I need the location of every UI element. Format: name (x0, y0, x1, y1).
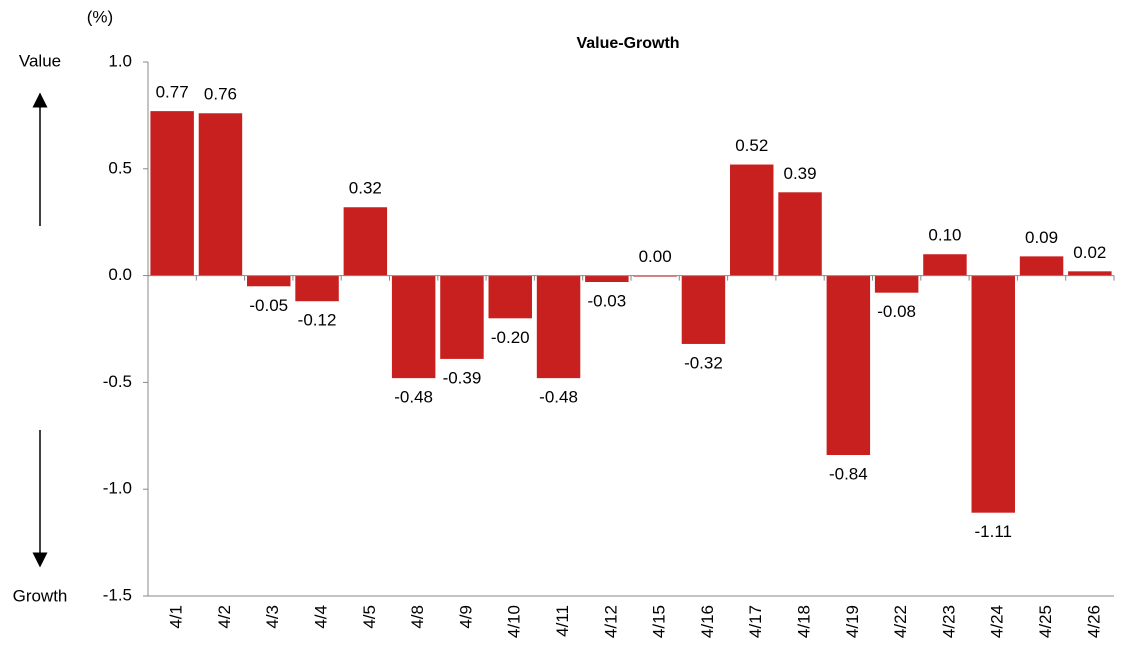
bar (826, 275, 871, 456)
value-annotation: Value (19, 51, 61, 70)
value-label: -0.03 (587, 291, 626, 310)
x-tick-label: 4/26 (1084, 605, 1103, 638)
bar (343, 207, 388, 276)
value-label: -0.48 (539, 388, 578, 407)
value-label: -0.32 (684, 353, 723, 372)
bar (585, 275, 629, 283)
x-tick-label: 4/4 (312, 605, 331, 629)
x-tick-label: 4/10 (505, 605, 524, 638)
x-tick-label: 4/17 (746, 605, 765, 638)
x-tick-label: 4/12 (601, 605, 620, 638)
value-label: -1.11 (975, 522, 1013, 541)
x-tick-label: 4/8 (408, 605, 427, 629)
bar (440, 275, 484, 359)
value-label: 0.76 (204, 85, 237, 104)
y-tick-label: -1.5 (103, 585, 132, 604)
value-label: -0.39 (443, 368, 482, 387)
value-label: -0.48 (394, 388, 433, 407)
value-label: 0.39 (784, 164, 817, 183)
value-label: 0.00 (639, 247, 672, 266)
bar (536, 275, 581, 379)
value-label: 0.32 (349, 179, 382, 198)
value-label: 0.52 (735, 136, 768, 155)
bar (198, 113, 243, 276)
y-unit: (%) (87, 7, 113, 26)
bar (295, 275, 339, 302)
value-label: -0.05 (249, 296, 288, 315)
value-label: -0.20 (491, 328, 530, 347)
x-tick-label: 4/5 (360, 605, 379, 629)
x-tick-label: 4/16 (698, 605, 717, 638)
x-tick-label: 4/18 (795, 605, 814, 638)
value-label: 0.02 (1073, 243, 1106, 262)
x-tick-label: 4/11 (553, 605, 572, 637)
bar (923, 254, 967, 276)
y-tick-label: -0.5 (103, 372, 132, 391)
bar (247, 275, 291, 287)
value-label: 0.77 (156, 83, 189, 102)
bar (730, 164, 774, 276)
x-tick-label: 4/1 (167, 605, 186, 629)
x-tick-label: 4/25 (1036, 605, 1055, 638)
bar (778, 192, 822, 276)
x-tick-label: 4/2 (215, 605, 234, 629)
bar (488, 275, 532, 319)
bar (681, 275, 726, 344)
value-label: -0.84 (829, 465, 868, 484)
x-tick-label: 4/3 (263, 605, 282, 629)
y-tick-label: 1.0 (108, 51, 132, 70)
chart-title: Value-Growth (576, 35, 679, 52)
x-tick-label: 4/15 (650, 605, 669, 638)
bar (150, 111, 194, 276)
x-tick-label: 4/23 (939, 605, 958, 638)
value-label: 0.10 (928, 226, 961, 245)
bar (971, 275, 1015, 513)
bar (1068, 271, 1112, 276)
y-tick-label: 0.5 (108, 158, 132, 177)
x-tick-label: 4/22 (891, 605, 910, 638)
bar (391, 275, 436, 379)
value-label: -0.08 (877, 302, 916, 321)
y-tick-label: -1.0 (103, 479, 132, 498)
x-tick-label: 4/19 (843, 605, 862, 638)
bar (874, 275, 919, 293)
growth-annotation: Growth (13, 586, 68, 605)
value-label: 0.09 (1025, 228, 1058, 247)
x-tick-label: 4/24 (988, 605, 1007, 638)
value-label: -0.12 (298, 311, 337, 330)
y-tick-label: 0.0 (108, 265, 132, 284)
x-tick-label: 4/9 (456, 605, 475, 629)
bar (1019, 256, 1064, 276)
